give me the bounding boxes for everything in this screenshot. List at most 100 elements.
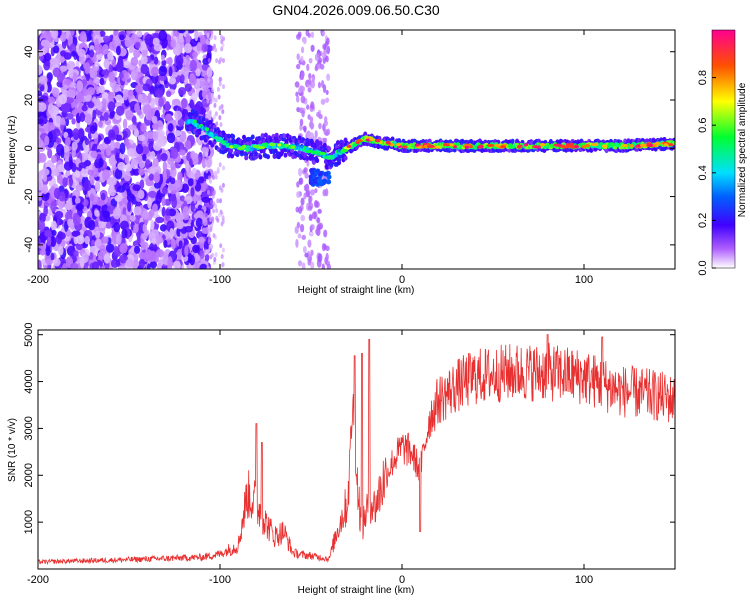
spectrogram-cell [195, 67, 201, 77]
spectrogram-cell [71, 118, 76, 125]
spectrogram-cell [185, 160, 190, 172]
y-tick-label: 2000 [23, 463, 35, 487]
spectrogram-cell [175, 74, 181, 82]
spectrogram-cell [274, 132, 279, 138]
spectrogram-cell [162, 171, 167, 183]
spectrogram-cell [117, 185, 126, 193]
spectrogram-cell [219, 122, 223, 128]
spectrogram-cell [184, 245, 189, 257]
spectrogram-cell [310, 224, 315, 231]
spectrogram-cell [108, 129, 115, 139]
spectrogram-cell [56, 231, 66, 240]
spectrogram-cell [194, 30, 199, 42]
spectrogram-cell [62, 177, 68, 188]
spectrogram-cell [38, 111, 46, 119]
spectrogram-cell [322, 84, 327, 93]
spectrogram-cell [214, 252, 218, 258]
spectrogram-cell [167, 263, 173, 269]
spectrogram-cell [314, 188, 318, 194]
spectrogram-cell [322, 137, 328, 143]
spectrogram-cell [314, 53, 320, 62]
spectrogram-cell [113, 222, 121, 233]
spectrogram-cell [115, 45, 121, 56]
spectrogram-cell [220, 187, 224, 193]
spectrogram-cell [309, 169, 315, 175]
spectrogram-cell [153, 172, 161, 184]
spectrogram-cell [219, 243, 223, 249]
spectrogram-cell [205, 213, 209, 219]
spectrogram-cell [147, 92, 152, 104]
spectrogram-cell [128, 45, 134, 54]
spectrogram-cell [644, 138, 649, 144]
spectrogram-cell [317, 81, 322, 89]
spectrogram-cell [221, 219, 225, 225]
spectrogram-hotspot [516, 145, 522, 149]
spectrogram-cell [173, 30, 180, 38]
spectrogram-cell [221, 144, 226, 150]
spectrogram-cell [257, 136, 262, 142]
spectrogram-cell [211, 216, 215, 222]
spectrogram-cell [84, 62, 91, 75]
spectrogram-cell [38, 170, 43, 182]
spectrogram-cell [63, 78, 72, 86]
spectrogram-cell [154, 234, 162, 245]
spectrogram-cell [90, 124, 96, 134]
spectrogram-hotspot [639, 143, 647, 148]
spectrogram-cell [121, 228, 128, 239]
spectrogram-hotspot [602, 144, 607, 148]
spectrogram-cell [54, 211, 64, 220]
spectrogram-cell [45, 246, 51, 257]
spectrogram-cell [77, 48, 86, 58]
spectrogram-cell [136, 235, 141, 245]
spectrogram-cell [43, 30, 52, 41]
spectrogram-cell [318, 122, 322, 130]
spectrogram-cell [65, 96, 74, 104]
spectrogram-cell [116, 233, 122, 245]
spectrogram-cell [198, 236, 205, 243]
spectrogram-cell [74, 197, 81, 205]
spectrogram-cell [198, 176, 205, 184]
spectrogram-cell [324, 188, 329, 197]
spectrogram-hotspot [581, 145, 586, 149]
spectrogram-cell [66, 89, 76, 98]
spectrogram-cell [39, 85, 45, 92]
spectrogram-cell [50, 252, 55, 261]
spectrogram-cell [321, 31, 326, 37]
spectrogram-cell [158, 30, 168, 42]
spectrogram-cell [119, 142, 126, 155]
spectrogram-cell [111, 178, 117, 186]
spectrogram-cell [127, 89, 134, 97]
spectrogram-cell [297, 233, 302, 239]
spectrogram-cell [319, 63, 325, 70]
spectrogram-cell [335, 140, 340, 146]
spectrogram-cell [110, 258, 120, 269]
spectrogram-y-label: Frequency (Hz) [7, 116, 18, 185]
spectrogram-cell [76, 80, 84, 93]
spectrogram-cell [94, 43, 103, 55]
spectrogram-cell [176, 248, 183, 260]
spectrogram-cell [73, 250, 79, 257]
spectrogram-cell [217, 59, 221, 65]
spectrogram-cell [103, 112, 109, 122]
spectrogram-cell [303, 167, 308, 173]
spectrogram-cell [38, 75, 48, 85]
spectrogram-cell [310, 31, 315, 39]
spectrogram-cell [134, 103, 140, 113]
spectrogram-cell [205, 249, 209, 255]
spectrogram-cell [228, 147, 233, 153]
spectrogram-cell [144, 33, 154, 46]
spectrogram-cell [89, 193, 94, 202]
spectrogram-cell [300, 46, 305, 54]
spectrogram-cell [220, 253, 224, 259]
spectrogram-cell [152, 203, 158, 212]
spectrogram-hotspot [584, 144, 591, 148]
spectrogram-cell [60, 117, 66, 126]
y-tick-label: 1000 [23, 510, 35, 534]
spectrogram-cell [226, 133, 231, 139]
spectrogram-cell [295, 63, 301, 70]
spectrogram-cell [101, 91, 109, 99]
spectrogram-cell [94, 209, 100, 217]
spectrogram-cell [52, 141, 58, 149]
spectrogram-cell [144, 159, 151, 170]
spectrogram-cell [260, 133, 265, 139]
